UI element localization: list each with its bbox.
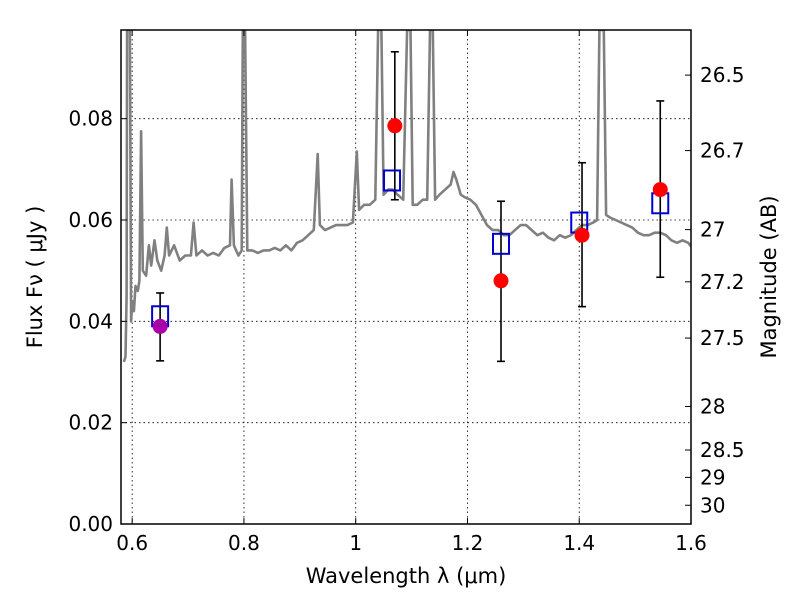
magnitude-tick-label: 30 — [700, 493, 725, 517]
observed-point — [493, 273, 509, 289]
y-tick-label: 0.02 — [68, 411, 113, 435]
x-tick-label: 1.6 — [675, 531, 707, 555]
magnitude-tick-label: 26.7 — [700, 139, 745, 163]
x-tick-label: 1.2 — [452, 531, 484, 555]
y-tick-label: 0.04 — [68, 309, 113, 333]
plot-frame — [120, 29, 692, 525]
observed-point — [152, 318, 168, 334]
magnitude-tick-label: 29 — [700, 465, 725, 489]
y-tick-label: 0.00 — [68, 512, 113, 536]
magnitude-tick-label: 26.5 — [700, 63, 745, 87]
x-axis-label: Wavelength λ (μm) — [306, 564, 507, 588]
y-tick-label: 0.06 — [68, 208, 113, 232]
observed-photometry-series — [152, 118, 668, 334]
model-point — [383, 169, 402, 192]
spectrum-line — [122, 30, 691, 363]
magnitude-tick-label: 27.2 — [700, 270, 745, 294]
magnitude-tick-label: 27.5 — [700, 326, 745, 350]
x-tick-label: 0.8 — [228, 531, 260, 555]
observed-point — [574, 227, 590, 243]
observed-point — [652, 182, 668, 198]
observed-point — [387, 118, 403, 134]
spectrum-series — [122, 30, 691, 363]
model-point — [492, 232, 510, 255]
y-tick-label: 0.08 — [68, 107, 113, 131]
magnitude-tick-label: 28.5 — [700, 438, 745, 462]
magnitude-tick-label: 27 — [700, 218, 725, 242]
axis-ticks: 0.6 0.8 1 1.2 1.4 1.6 0.00 0.02 0.04 0.06 0.08 26.5… — [68, 30, 745, 555]
x-tick-label: 1.4 — [563, 531, 595, 555]
x-tick-label: 0.6 — [116, 531, 148, 555]
y-axis-label: Flux Fν ( μJy ) — [23, 206, 47, 349]
y2-axis-label: Magnitude (AB) — [757, 195, 781, 358]
magnitude-tick-label: 28 — [700, 394, 725, 418]
x-tick-label: 1 — [349, 531, 362, 555]
